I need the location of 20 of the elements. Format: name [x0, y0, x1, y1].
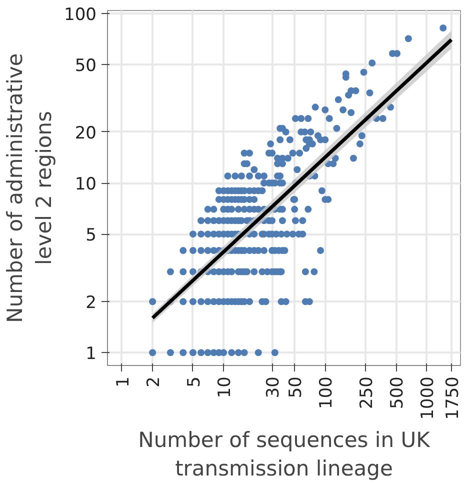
- x-tick-label: 50: [286, 376, 306, 398]
- x-tick-label: 250: [357, 376, 378, 409]
- x-tick-label: 30: [264, 376, 284, 398]
- x-tick-label: 500: [388, 376, 408, 409]
- y-tick-label: 2: [86, 293, 97, 314]
- x-axis-title: Number of sequences in UK transmission lineage: [138, 428, 432, 481]
- x-tick-label: 1000: [418, 376, 438, 420]
- y-tick-label: 1: [86, 344, 97, 364]
- x-tick-label: 2: [144, 376, 164, 388]
- y-tick-label: 20: [74, 123, 97, 144]
- y-tick-label: 5: [86, 226, 97, 246]
- y-axis-title: Number of administrative level 2 regions: [3, 53, 56, 323]
- x-tick-label: 5: [184, 376, 204, 388]
- x-tick-label: 100: [316, 376, 337, 409]
- y-tick-label: 50: [74, 56, 97, 76]
- x-tick-label: 1750: [442, 376, 463, 420]
- x-tick-label: 10: [215, 376, 236, 398]
- y-tick-label: 100: [64, 4, 97, 25]
- x-tick-label: 1: [113, 376, 134, 388]
- y-tick-label: 10: [74, 174, 97, 195]
